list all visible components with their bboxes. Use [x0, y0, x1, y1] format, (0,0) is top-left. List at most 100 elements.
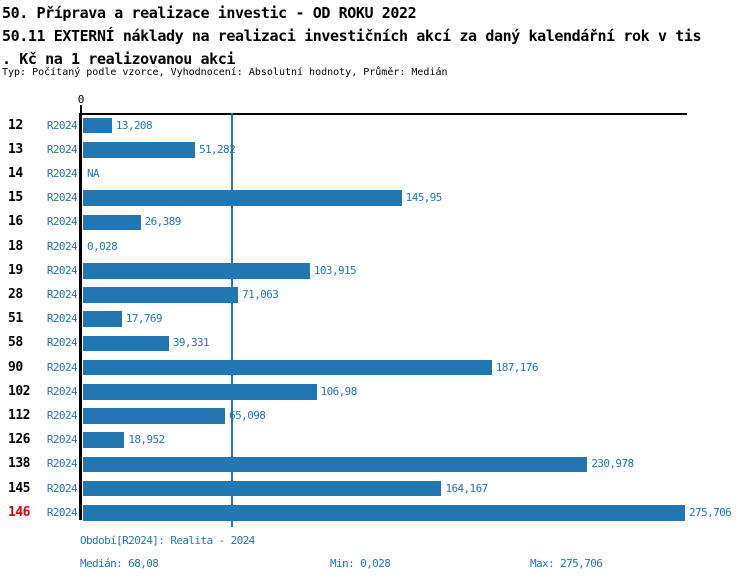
report-subtitle: Typ: Počítaný podle vzorce, Vyhodnocení:… [2, 67, 448, 78]
bar [83, 384, 317, 400]
chart-row: 126 R2024 18,952 [0, 428, 750, 452]
bar [83, 359, 492, 376]
bar-track: 103,915 [83, 259, 750, 283]
report-title-line-2: 50.11 EXTERNÍ náklady na realizaci inves… [2, 27, 702, 45]
bar-value-label: 103,915 [313, 263, 357, 277]
row-id-label: 145 [8, 480, 30, 496]
row-period-label: R2024 [46, 481, 78, 495]
bar-value-label: 18,952 [128, 433, 165, 447]
row-id-label: 15 [8, 190, 23, 206]
chart-row: 13 R2024 51,282 [0, 138, 750, 162]
row-id-label: 126 [8, 432, 30, 448]
bar-value-label: 106,98 [320, 384, 358, 398]
row-id-label: 138 [8, 456, 30, 472]
bar [83, 456, 588, 473]
median-gridline [230, 113, 233, 527]
bar-track: 164,167 [83, 477, 750, 501]
bar [83, 408, 226, 424]
bar-track: 0,028 [83, 235, 750, 259]
chart-row: 15 R2024 145,95 [0, 186, 750, 210]
bar-track: 145,95 [83, 186, 750, 210]
row-id-label: 18 [8, 238, 23, 254]
bar-track: 187,176 [83, 356, 750, 380]
chart-row: 146 R2024 275,706 [0, 501, 750, 525]
bar-value-label: 187,176 [495, 360, 539, 374]
bar-track: 71,063 [83, 283, 750, 307]
footer-min-label: Min: 0,028 [330, 557, 391, 570]
bar-value-label: 71,063 [242, 287, 279, 301]
bar [83, 311, 122, 327]
row-id-label: 14 [8, 165, 23, 181]
row-id-label: 90 [8, 359, 23, 375]
row-id-label: 12 [8, 117, 23, 133]
bar [83, 480, 442, 497]
bar-track: 26,389 [83, 210, 750, 234]
bar-track: 13,208 [83, 114, 750, 138]
bar [83, 263, 310, 279]
axis-zero-tick-mark [80, 105, 82, 113]
row-period-label: R2024 [46, 191, 78, 205]
row-period-label: R2024 [46, 239, 78, 253]
chart-row: 18 R2024 0,028 [0, 235, 750, 259]
bar-value-label: 39,331 [172, 336, 210, 350]
row-id-label: 112 [8, 407, 30, 423]
row-period-label: R2024 [46, 287, 78, 301]
row-period-label: R2024 [46, 384, 78, 398]
row-id-label: 19 [8, 262, 23, 278]
chart-row: 90 R2024 187,176 [0, 356, 750, 380]
chart-row: 58 R2024 39,331 [0, 331, 750, 355]
row-id-label: 28 [8, 286, 23, 302]
row-id-label: 13 [8, 141, 23, 157]
row-id-label: 146 [8, 504, 30, 520]
row-period-label: R2024 [46, 336, 78, 350]
bar-value-label: 51,282 [198, 142, 236, 156]
chart-row: 28 R2024 71,063 [0, 283, 750, 307]
report-title-line-3: . Kč na 1 realizovanou akci [2, 50, 236, 68]
bar-value-label: 17,769 [125, 312, 163, 326]
row-id-label: 58 [8, 335, 23, 351]
row-period-label: R2024 [46, 118, 78, 132]
bar [83, 214, 141, 231]
bar-value-label: 230,978 [591, 457, 634, 471]
footer-period-label: Období[R2024]: Realita - 2024 [80, 534, 255, 547]
row-id-label: 102 [8, 383, 30, 399]
bar-value-label: NA [87, 166, 100, 180]
bar-track: 230,978 [83, 452, 750, 476]
bar [83, 287, 239, 303]
bar-track: 18,952 [83, 428, 750, 452]
bar-track: NA [83, 162, 750, 186]
row-period-label: R2024 [46, 360, 78, 374]
bar-value-label: 0,028 [87, 239, 118, 253]
bar [83, 505, 685, 521]
row-period-label: R2024 [46, 433, 78, 447]
bar-value-label: 164,167 [445, 481, 488, 495]
bar-track: 275,706 [83, 501, 750, 525]
bar-value-label: 275,706 [689, 505, 732, 519]
bar-value-label: 13,208 [115, 118, 153, 132]
chart-row: 16 R2024 26,389 [0, 210, 750, 234]
chart-row: 138 R2024 230,978 [0, 452, 750, 476]
row-id-label: 51 [8, 311, 23, 327]
row-period-label: R2024 [46, 457, 78, 471]
footer-max-label: Max: 275,706 [530, 557, 603, 570]
row-period-label: R2024 [46, 142, 78, 156]
footer-median-label: Medián: 68,08 [80, 557, 159, 570]
axis-top-line [80, 113, 687, 115]
bar-track: 65,098 [83, 404, 750, 428]
bar-track: 106,98 [83, 380, 750, 404]
row-period-label: R2024 [46, 215, 78, 229]
row-period-label: R2024 [46, 408, 78, 422]
bar-track: 51,282 [83, 138, 750, 162]
bar-value-label: 145,95 [405, 191, 443, 205]
bar [83, 190, 402, 206]
axis-y-line [79, 113, 82, 520]
bar [83, 117, 112, 134]
chart-row: 51 R2024 17,769 [0, 307, 750, 331]
row-period-label: R2024 [46, 166, 78, 180]
chart-row: 19 R2024 103,915 [0, 259, 750, 283]
bar [83, 335, 169, 352]
chart-row: 12 R2024 13,208 [0, 114, 750, 138]
bar-value-label: 26,389 [144, 215, 182, 229]
axis-zero-tick-label: 0 [77, 93, 85, 106]
